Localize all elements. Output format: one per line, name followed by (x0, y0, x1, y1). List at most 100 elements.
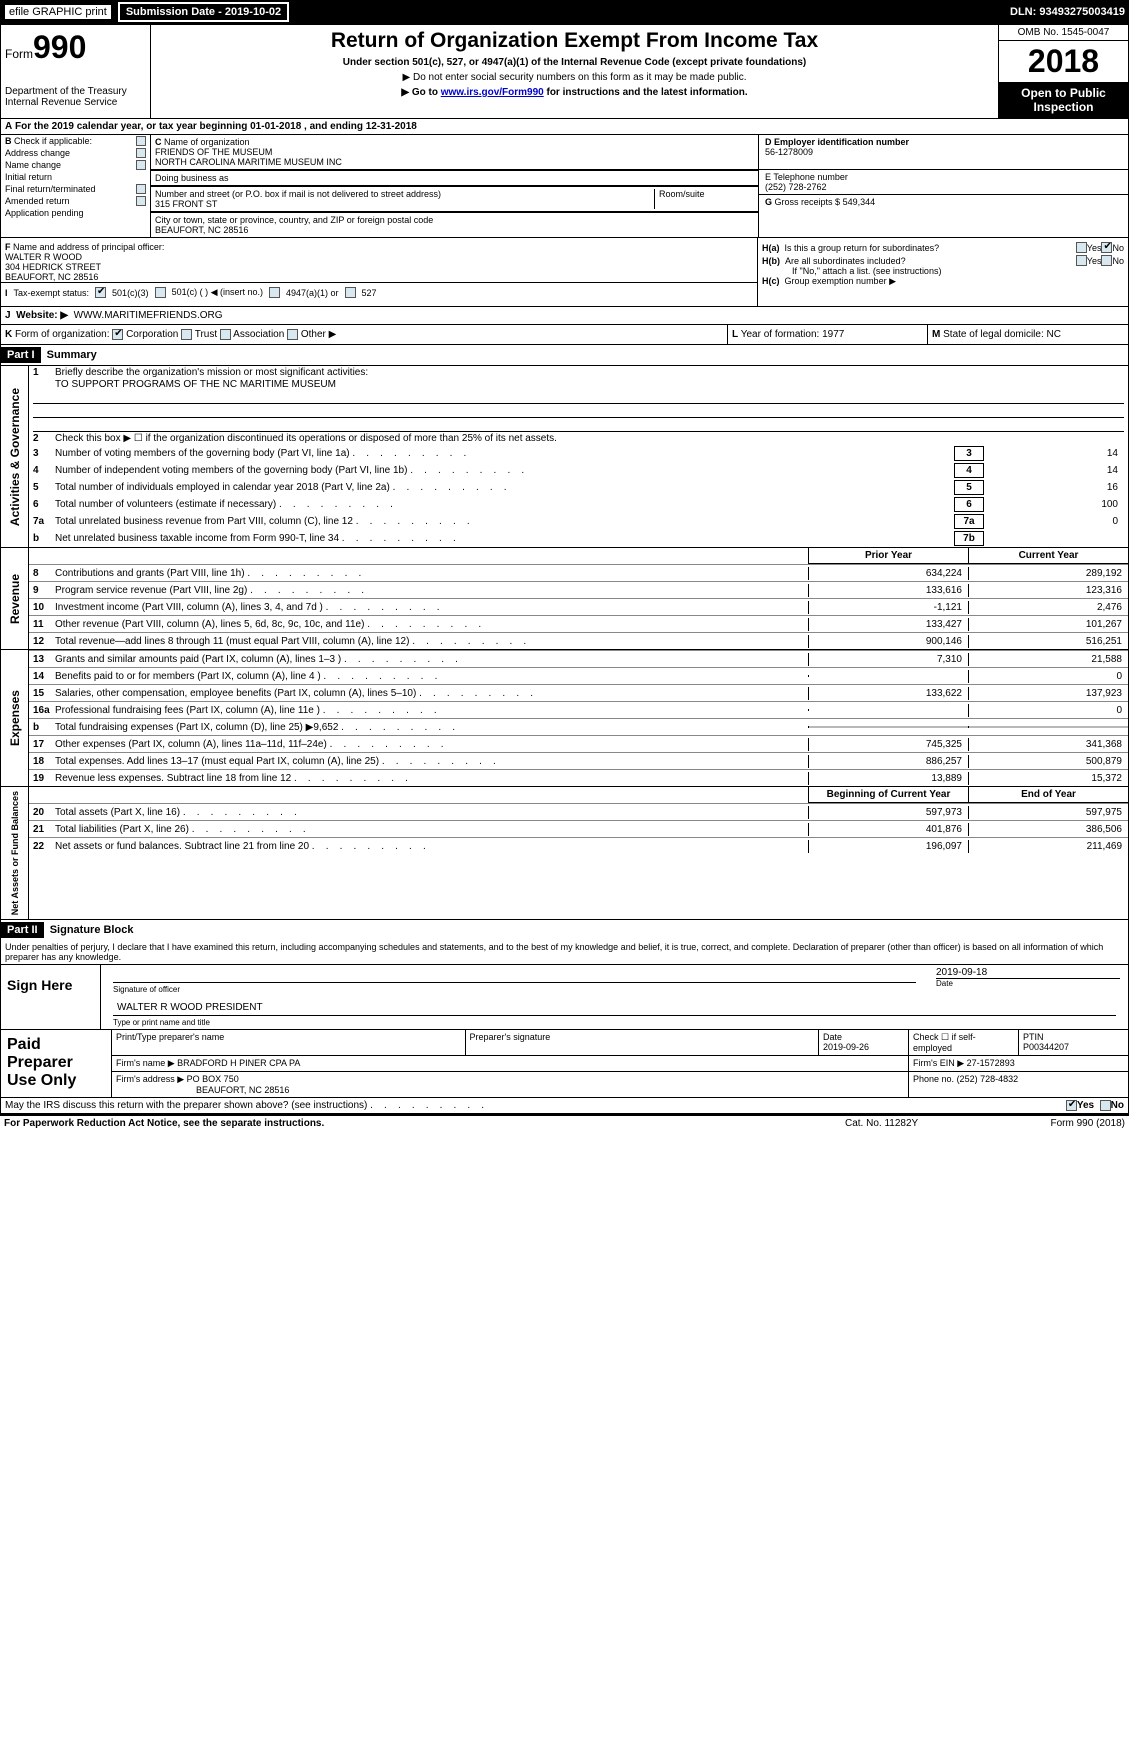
prior-val: 745,325 (808, 738, 968, 751)
mission-line (33, 390, 1124, 404)
prior-val: 634,224 (808, 567, 968, 580)
prior-val: 133,427 (808, 618, 968, 631)
chk-501c3[interactable] (95, 287, 106, 298)
prior-val: 7,310 (808, 653, 968, 666)
hdr-begin: Beginning of Current Year (808, 787, 968, 803)
chk-hb-yes[interactable] (1076, 255, 1087, 266)
g-label: G (765, 197, 772, 207)
line-desc: Net assets or fund balances. Subtract li… (51, 840, 808, 853)
chk-addr-change[interactable] (136, 148, 146, 158)
mission-text: TO SUPPORT PROGRAMS OF THE NC MARITIME M… (29, 379, 1128, 390)
current-val: 211,469 (968, 840, 1128, 853)
goto-prefix: ▶ Go to (401, 87, 440, 98)
line-num: 13 (29, 654, 51, 665)
chk-applicable[interactable] (136, 136, 146, 146)
ha-yes: Yes (1087, 243, 1102, 253)
prep-name-label: Print/Type preparer's name (116, 1032, 224, 1042)
summary-line: 5Total number of individuals employed in… (29, 479, 1128, 496)
k-trust: Trust (195, 329, 217, 340)
chk-amended[interactable] (136, 196, 146, 206)
chk-501c[interactable] (155, 287, 166, 298)
line-val: 14 (984, 465, 1124, 476)
mission-line (33, 404, 1124, 418)
line-desc: Benefits paid to or for members (Part IX… (51, 670, 808, 683)
hb-yes: Yes (1087, 256, 1102, 266)
k-assoc: Association (233, 329, 284, 340)
chk-ha-yes[interactable] (1076, 242, 1087, 253)
hb-text: Are all subordinates included? (785, 256, 1076, 266)
hc-text: Group exemption number ▶ (785, 276, 896, 286)
part2-hdr: Part II (1, 922, 44, 938)
date-label: Date (936, 978, 1120, 988)
data-line: 9Program service revenue (Part VIII, lin… (29, 581, 1128, 598)
d-label: D Employer identification number (765, 137, 909, 147)
prior-val: 13,889 (808, 772, 968, 785)
part1-title: Summary (47, 349, 97, 361)
data-line: 12Total revenue—add lines 8 through 11 (… (29, 632, 1128, 649)
line-num: 16a (29, 705, 51, 716)
chk-name-change[interactable] (136, 160, 146, 170)
b-amended: Amended return (5, 196, 70, 206)
data-line: 22Net assets or fund balances. Subtract … (29, 837, 1128, 854)
addr-label: Number and street (or P.O. box if mail i… (155, 189, 654, 199)
chk-527[interactable] (345, 287, 356, 298)
perjury-text: Under penalties of perjury, I declare th… (1, 940, 1128, 964)
chk-assoc[interactable] (220, 329, 231, 340)
line-num: 14 (29, 671, 51, 682)
form-header: Form990 Department of the Treasury Inter… (0, 24, 1129, 119)
data-line: 16aProfessional fundraising fees (Part I… (29, 701, 1128, 718)
current-val: 341,368 (968, 738, 1128, 751)
line-desc: Salaries, other compensation, employee b… (51, 687, 808, 700)
form-990: 990 (33, 29, 86, 65)
chk-trust[interactable] (181, 329, 192, 340)
chk-corp[interactable] (112, 329, 123, 340)
hdr-prior: Prior Year (808, 548, 968, 564)
chk-discuss-no[interactable] (1100, 1100, 1111, 1111)
line-box: 7b (954, 531, 984, 546)
line-num: 10 (29, 602, 51, 613)
sig-officer-label: Signature of officer (109, 985, 920, 994)
current-val: 15,372 (968, 772, 1128, 785)
form-title: Return of Organization Exempt From Incom… (155, 29, 994, 53)
summary-line: 7aTotal unrelated business revenue from … (29, 513, 1128, 530)
line-val: 0 (984, 516, 1124, 527)
chk-other[interactable] (287, 329, 298, 340)
officer-name: WALTER R WOOD PRESIDENT (117, 1002, 263, 1013)
line-val: 100 (984, 499, 1124, 510)
check-self: Check ☐ if self-employed (908, 1030, 1018, 1055)
chk-discuss-yes[interactable] (1066, 1100, 1077, 1111)
chk-hb-no[interactable] (1101, 255, 1112, 266)
l-val: 1977 (822, 329, 844, 340)
summary-line: bNet unrelated business taxable income f… (29, 530, 1128, 547)
hb-label: H(b) (762, 256, 780, 266)
line-num: 19 (29, 773, 51, 784)
col-right: D Employer identification number 56-1278… (758, 135, 1128, 237)
dept-irs: Internal Revenue Service (5, 97, 146, 108)
line-val: 14 (984, 448, 1124, 459)
line-desc: Net unrelated business taxable income fr… (55, 533, 950, 544)
chk-final[interactable] (136, 184, 146, 194)
prep-date-label: Date (823, 1032, 842, 1042)
a-text2: , and ending (304, 121, 366, 132)
b-final: Final return/terminated (5, 184, 96, 194)
line-box: 6 (954, 497, 984, 512)
i-label: I (5, 288, 8, 298)
b-name-change: Name change (5, 160, 61, 170)
line-desc: Total assets (Part X, line 16) (51, 806, 808, 819)
dba-label: Doing business as (151, 170, 758, 186)
line-desc: Program service revenue (Part VIII, line… (51, 584, 808, 597)
current-val: 597,975 (968, 806, 1128, 819)
line-num: b (33, 533, 55, 544)
chk-4947[interactable] (269, 287, 280, 298)
data-line: 14Benefits paid to or for members (Part … (29, 667, 1128, 684)
i-opt3: 4947(a)(1) or (286, 288, 339, 298)
row-klm: K Form of organization: Corporation Trus… (0, 325, 1129, 345)
data-line: 15Salaries, other compensation, employee… (29, 684, 1128, 701)
line-box: 5 (954, 480, 984, 495)
irs-link[interactable]: www.irs.gov/Form990 (441, 87, 544, 98)
g-text: Gross receipts $ (775, 197, 841, 207)
line-num: 4 (33, 465, 55, 476)
line-num: 22 (29, 841, 51, 852)
k-corp: Corporation (126, 329, 178, 340)
chk-ha-no[interactable] (1101, 242, 1112, 253)
